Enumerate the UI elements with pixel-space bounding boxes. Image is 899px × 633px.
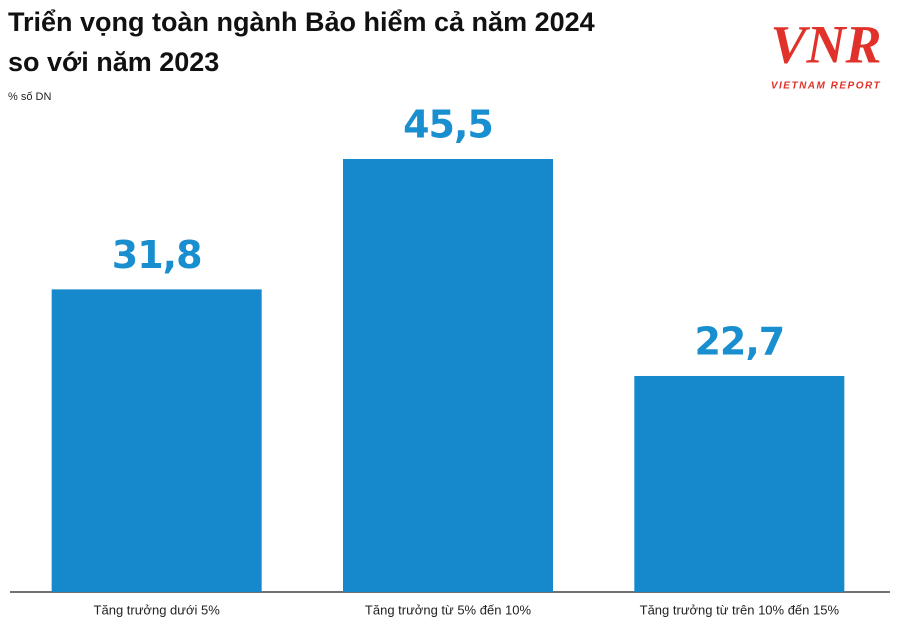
value-label: 31,8 — [112, 233, 202, 277]
bar — [51, 289, 262, 592]
chart-title: Triển vọng toàn ngành Bảo hiểm cả năm 20… — [8, 7, 595, 37]
chart-subtitle: % số DN — [8, 91, 51, 103]
x-tick-label: Tăng trưởng từ trên 10% đến 15% — [640, 602, 840, 617]
x-tick-label: Tăng trưởng từ 5% đến 10% — [365, 602, 532, 617]
x-tick-label: Tăng trưởng dưới 5% — [94, 602, 221, 617]
chart-title: so với năm 2023 — [8, 47, 219, 77]
bar — [343, 159, 553, 592]
logo-mark: VNR — [770, 14, 881, 74]
value-label: 22,7 — [694, 319, 784, 363]
bar — [634, 375, 845, 592]
value-label: 45,5 — [403, 103, 493, 147]
logo-text: VIETNAM REPORT — [771, 81, 881, 92]
